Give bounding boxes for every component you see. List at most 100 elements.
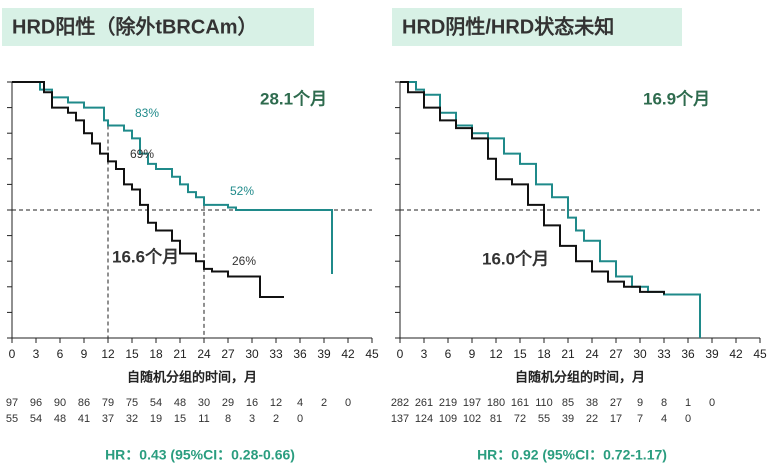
at-risk-count: 4 xyxy=(297,397,303,409)
annotation: 69% xyxy=(130,147,154,161)
at-risk-count: 124 xyxy=(415,413,433,425)
x-tick-label: 21 xyxy=(173,347,187,361)
at-risk-count: 41 xyxy=(78,413,90,425)
x-tick-label: 24 xyxy=(585,347,599,361)
at-risk-count: 54 xyxy=(150,397,162,409)
at-risk-count: 15 xyxy=(174,413,186,425)
x-tick-label: 6 xyxy=(445,347,452,361)
x-tick-label: 42 xyxy=(341,347,355,361)
x-tick-label: 6 xyxy=(57,347,64,361)
x-tick-label: 30 xyxy=(633,347,647,361)
at-risk-count: 2 xyxy=(273,413,279,425)
x-tick-label: 15 xyxy=(513,347,527,361)
x-tick-label: 15 xyxy=(125,347,139,361)
x-tick-label: 27 xyxy=(221,347,235,361)
at-risk-count: 0 xyxy=(709,397,715,409)
at-risk-count: 102 xyxy=(463,413,481,425)
x-tick-label: 42 xyxy=(729,347,743,361)
at-risk-count: 38 xyxy=(586,397,598,409)
at-risk-count: 197 xyxy=(463,397,481,409)
at-risk-count: 85 xyxy=(562,397,574,409)
x-tick-label: 18 xyxy=(149,347,163,361)
at-risk-count: 282 xyxy=(391,397,409,409)
at-risk-count: 79 xyxy=(102,397,114,409)
at-risk-count: 109 xyxy=(439,413,457,425)
x-tick-label: 36 xyxy=(293,347,307,361)
annotation: 16.0个月 xyxy=(482,248,549,268)
x-tick-label: 30 xyxy=(245,347,259,361)
x-tick-label: 0 xyxy=(397,347,404,361)
at-risk-count: 39 xyxy=(562,413,574,425)
at-risk-count: 4 xyxy=(661,413,667,425)
at-risk-count: 19 xyxy=(150,413,162,425)
footnote: HR：0.92 (95%CI：0.72-1.17) xyxy=(477,447,667,463)
at-risk-count: 72 xyxy=(514,413,526,425)
at-risk-count: 54 xyxy=(30,413,42,425)
km-curve xyxy=(400,81,665,295)
x-tick-label: 3 xyxy=(33,347,40,361)
x-tick-label: 39 xyxy=(317,347,331,361)
x-tick-label: 21 xyxy=(561,347,575,361)
at-risk-count: 37 xyxy=(102,413,114,425)
x-axis-label: 自随机分组的时间，月 xyxy=(515,369,645,384)
x-tick-label: 12 xyxy=(101,347,115,361)
annotation: 16.9个月 xyxy=(643,88,710,108)
km-curve xyxy=(12,81,333,274)
x-tick-label: 39 xyxy=(705,347,719,361)
at-risk-count: 12 xyxy=(270,397,282,409)
at-risk-count: 16 xyxy=(246,397,258,409)
km-curve xyxy=(12,81,284,299)
chart-title: HRD阳性（除外tBRCAm） xyxy=(12,14,258,38)
annotation: 16.6个月 xyxy=(112,246,179,266)
chart-title: HRD阴性/HRD状态未知 xyxy=(402,14,614,38)
km-curve xyxy=(400,81,701,338)
at-risk-count: 180 xyxy=(487,397,505,409)
at-risk-count: 48 xyxy=(174,397,186,409)
at-risk-count: 110 xyxy=(535,397,553,409)
x-tick-label: 9 xyxy=(81,347,88,361)
at-risk-count: 2 xyxy=(321,397,327,409)
annotation: 83% xyxy=(135,106,159,120)
at-risk-count: 1 xyxy=(685,397,691,409)
annotation: 26% xyxy=(232,254,256,268)
at-risk-count: 86 xyxy=(78,397,90,409)
at-risk-count: 0 xyxy=(685,413,691,425)
x-tick-label: 33 xyxy=(269,347,283,361)
at-risk-count: 8 xyxy=(661,397,667,409)
x-tick-label: 0 xyxy=(9,347,16,361)
footnote: HR：0.43 (95%CI：0.28-0.66) xyxy=(105,447,295,463)
x-tick-label: 27 xyxy=(609,347,623,361)
at-risk-count: 137 xyxy=(391,413,409,425)
at-risk-count: 48 xyxy=(54,413,66,425)
at-risk-count: 27 xyxy=(610,397,622,409)
title-box xyxy=(392,8,682,46)
at-risk-count: 161 xyxy=(511,397,529,409)
at-risk-count: 55 xyxy=(6,413,18,425)
at-risk-count: 219 xyxy=(439,397,457,409)
at-risk-count: 32 xyxy=(126,413,138,425)
x-tick-label: 45 xyxy=(365,347,379,361)
x-tick-label: 45 xyxy=(753,347,767,361)
at-risk-count: 0 xyxy=(297,413,303,425)
at-risk-count: 29 xyxy=(222,397,234,409)
title-box xyxy=(2,8,314,46)
at-risk-count: 90 xyxy=(54,397,66,409)
at-risk-count: 30 xyxy=(198,397,210,409)
at-risk-count: 75 xyxy=(126,397,138,409)
x-tick-label: 36 xyxy=(681,347,695,361)
at-risk-count: 81 xyxy=(490,413,502,425)
x-tick-label: 18 xyxy=(537,347,551,361)
annotation: 28.1个月 xyxy=(260,88,327,108)
annotation: 52% xyxy=(230,184,254,198)
at-risk-count: 261 xyxy=(415,397,433,409)
at-risk-count: 3 xyxy=(249,413,255,425)
at-risk-count: 96 xyxy=(30,397,42,409)
at-risk-count: 97 xyxy=(6,397,18,409)
x-tick-label: 12 xyxy=(489,347,503,361)
at-risk-count: 8 xyxy=(225,413,231,425)
at-risk-count: 55 xyxy=(538,413,550,425)
at-risk-count: 7 xyxy=(637,413,643,425)
x-axis-label: 自随机分组的时间，月 xyxy=(127,369,257,384)
x-tick-label: 33 xyxy=(657,347,671,361)
